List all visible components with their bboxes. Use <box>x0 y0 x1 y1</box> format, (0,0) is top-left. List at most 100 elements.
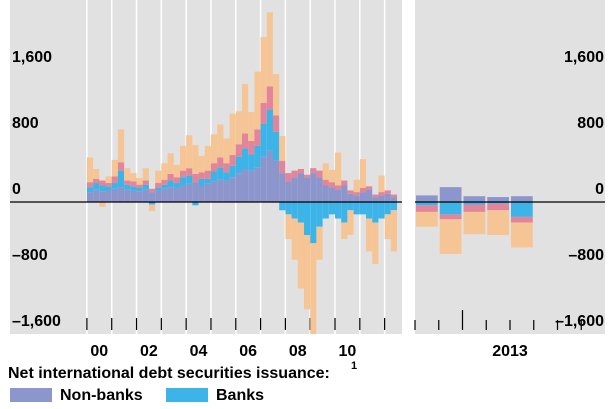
bar <box>173 183 180 188</box>
bar <box>124 168 131 181</box>
bar <box>117 129 125 163</box>
bar <box>335 152 342 186</box>
bar <box>366 186 373 190</box>
bar <box>272 115 280 132</box>
bar <box>279 136 286 161</box>
bar <box>341 185 348 202</box>
bar <box>322 202 329 219</box>
bar <box>378 202 385 219</box>
bar <box>186 135 193 169</box>
bar <box>105 176 112 184</box>
bar <box>310 168 317 174</box>
bar <box>136 191 143 202</box>
bar <box>248 112 255 141</box>
bar <box>124 189 131 202</box>
bar <box>241 169 249 202</box>
bar <box>366 218 373 252</box>
y-tick-label: –800 <box>12 247 48 264</box>
bar <box>248 154 255 171</box>
bar <box>217 157 224 168</box>
bar <box>223 180 230 202</box>
bar <box>204 178 211 184</box>
bar <box>304 174 311 178</box>
bar <box>235 144 242 157</box>
bar <box>254 167 261 202</box>
bar <box>86 187 94 193</box>
y-tick-label: –1,600 <box>12 313 61 330</box>
x-axis-label: 2013 <box>492 343 528 360</box>
bar <box>511 196 533 202</box>
bar <box>130 173 137 182</box>
legend-label: Non-banks <box>60 387 143 404</box>
bar <box>353 202 360 215</box>
bar <box>210 163 218 172</box>
bar <box>328 182 336 188</box>
bar <box>198 178 205 186</box>
bar <box>439 202 462 215</box>
bar <box>235 111 242 145</box>
bar <box>316 202 323 227</box>
bar <box>260 37 267 103</box>
bar <box>223 163 230 173</box>
bar <box>272 160 280 202</box>
bar <box>487 210 509 235</box>
bar <box>291 170 298 178</box>
bar <box>148 204 156 212</box>
x-tick-label: 10 <box>339 343 357 360</box>
bar <box>235 156 242 174</box>
bar <box>359 192 367 202</box>
bar <box>93 169 100 179</box>
bar <box>372 202 379 223</box>
bar <box>260 123 267 157</box>
bar <box>316 226 323 260</box>
bar <box>99 202 106 207</box>
bar <box>279 173 286 202</box>
bar <box>217 167 224 180</box>
bar <box>198 172 205 179</box>
bar <box>210 134 218 164</box>
bar <box>130 190 137 202</box>
bar <box>335 185 342 190</box>
bar <box>148 192 156 202</box>
y-tick-label: 0 <box>595 181 604 198</box>
bar <box>279 202 286 211</box>
legend-label: Banks <box>216 387 264 404</box>
bar <box>111 159 118 177</box>
bar <box>335 202 342 219</box>
bar <box>148 188 156 193</box>
bar <box>272 74 280 116</box>
bar <box>99 185 106 192</box>
bar <box>148 202 156 205</box>
bar <box>93 178 100 184</box>
bar <box>359 159 367 188</box>
bar <box>297 173 304 202</box>
bar <box>186 183 193 202</box>
bar <box>285 214 292 240</box>
y-tick-label: 800 <box>12 115 39 132</box>
bar <box>487 202 509 204</box>
bar <box>291 177 298 202</box>
bar <box>86 182 94 188</box>
bar <box>204 170 211 179</box>
bar <box>353 192 360 196</box>
bar <box>105 183 112 187</box>
bar <box>439 187 462 202</box>
bar <box>316 177 323 202</box>
bar <box>390 197 398 202</box>
bar <box>241 84 249 134</box>
bar <box>210 171 218 182</box>
bar <box>266 12 273 87</box>
bar <box>192 202 199 206</box>
bar <box>241 133 249 149</box>
bar <box>297 202 304 223</box>
bar <box>155 187 162 191</box>
x-tick-label: 02 <box>140 343 158 360</box>
bar <box>117 170 125 188</box>
legend-swatch <box>166 388 208 402</box>
bar <box>105 186 112 191</box>
bar <box>359 187 367 193</box>
bar <box>161 163 168 180</box>
bar <box>347 202 354 211</box>
bar <box>254 129 261 146</box>
